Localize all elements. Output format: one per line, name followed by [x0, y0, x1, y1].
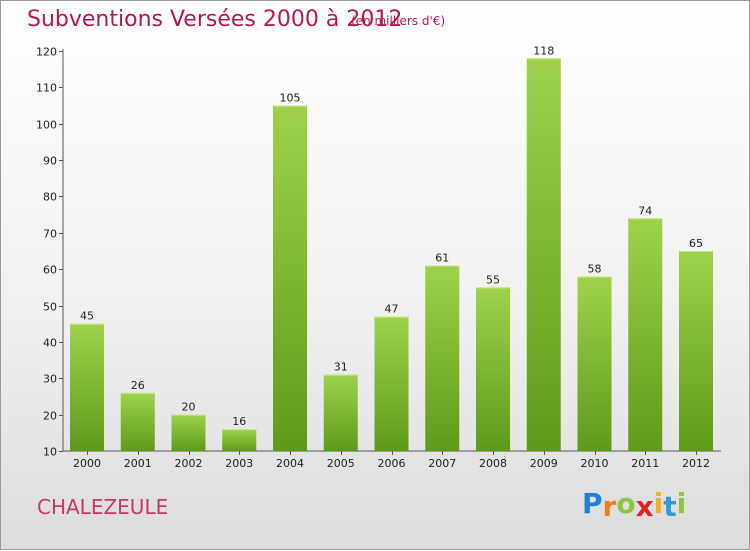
logo-letter: P [582, 487, 603, 520]
y-tick-label: 30 [43, 373, 57, 386]
bar [679, 251, 713, 451]
bar-value-label: 65 [689, 237, 703, 250]
bar [577, 276, 612, 451]
y-tick-label: 110 [36, 82, 57, 95]
bar [628, 218, 663, 451]
bar-value-label: 47 [385, 302, 399, 315]
commune-name: CHALEZEULE [37, 495, 169, 519]
y-tick-label: 70 [43, 228, 57, 241]
x-tick-label: 2000 [73, 457, 101, 470]
x-tick-label: 2002 [175, 457, 203, 470]
logo-letter: i [653, 487, 664, 520]
y-tick-label: 60 [43, 264, 57, 277]
x-tick-label: 2012 [682, 457, 710, 470]
x-tick-label: 2009 [530, 457, 558, 470]
x-tick-label: 2010 [581, 457, 609, 470]
x-tick-label: 2003 [225, 457, 253, 470]
bar-value-label: 45 [80, 310, 94, 323]
bar [425, 265, 460, 451]
bar-value-label: 58 [588, 262, 602, 275]
logo-letter: o [616, 487, 636, 520]
bar-value-label: 105 [280, 92, 301, 105]
x-tick-label: 2006 [378, 457, 406, 470]
bar-value-label: 26 [131, 379, 145, 392]
x-tick-label: 2007 [428, 457, 456, 470]
logo-letter: x [635, 490, 654, 523]
y-tick-label: 80 [43, 191, 57, 204]
bar [70, 323, 104, 451]
x-tick-label: 2011 [631, 457, 659, 470]
logo-letter: r [602, 490, 617, 523]
x-tick-label: 2008 [479, 457, 507, 470]
logo-letter: i [676, 487, 687, 520]
bar [222, 429, 257, 451]
y-tick-label: 10 [43, 446, 57, 459]
y-tick-label: 50 [43, 301, 57, 314]
bar-value-label: 31 [334, 361, 348, 374]
bar-value-label: 118 [533, 44, 554, 57]
bar [476, 287, 510, 451]
bar [120, 392, 155, 451]
x-tick-label: 2001 [124, 457, 152, 470]
bar-value-label: 20 [182, 401, 196, 414]
bar-value-label: 61 [435, 252, 449, 265]
bar-value-label: 74 [638, 204, 652, 217]
y-tick-label: 100 [36, 119, 57, 132]
chart-title: Subventions Versées 2000 à 2012 [27, 7, 403, 32]
unit-label: (en milliers d'€) [351, 14, 446, 28]
bar [526, 58, 561, 451]
bar [323, 374, 358, 451]
x-tick-label: 2004 [276, 457, 304, 470]
logo-letter: t [663, 490, 677, 523]
proxiti-logo: Proxiti [582, 487, 687, 523]
y-tick-label: 20 [43, 410, 57, 423]
bar [374, 316, 409, 451]
bar [273, 105, 307, 451]
bar-value-label: 16 [232, 415, 246, 428]
bar [171, 414, 206, 451]
y-tick-label: 40 [43, 337, 57, 350]
x-tick-label: 2005 [327, 457, 355, 470]
bar-value-label: 55 [486, 273, 500, 286]
y-tick-label: 120 [36, 46, 57, 59]
y-tick-label: 90 [43, 155, 57, 168]
